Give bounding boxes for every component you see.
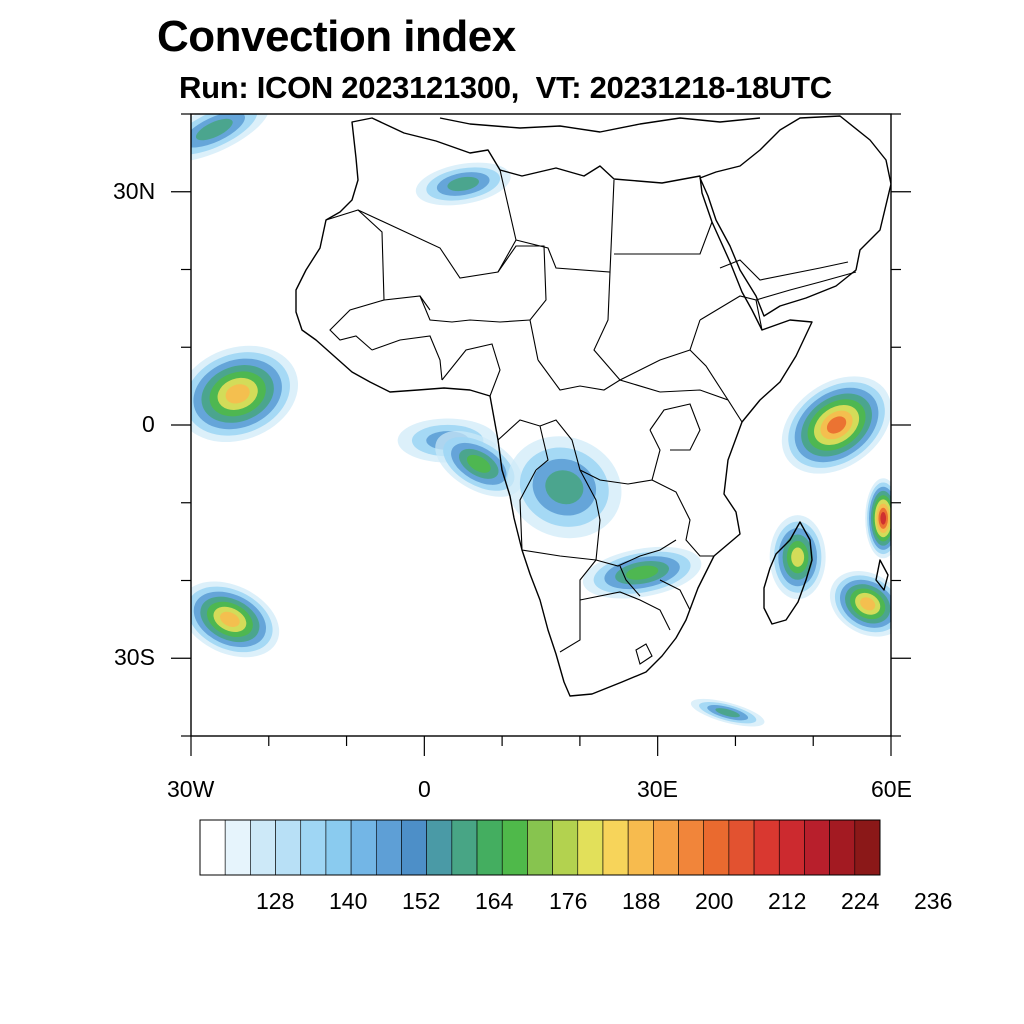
colorbar-swatch — [678, 819, 705, 876]
colorbar-swatch — [501, 819, 528, 876]
colorbar-swatch — [275, 819, 302, 876]
convection-area — [191, 345, 299, 443]
colorbar-swatch — [753, 819, 780, 876]
colorbar-label: 164 — [475, 888, 514, 914]
y-tick-label: 30S — [114, 644, 155, 670]
convection-area — [781, 376, 891, 474]
x-tick-label: 30E — [637, 776, 678, 802]
colorbar-border — [199, 819, 881, 876]
convection-area — [435, 430, 523, 497]
convection-contour — [545, 470, 584, 505]
convection-contour — [466, 454, 491, 473]
colorbar-swatch — [527, 819, 553, 876]
chart-subtitle: Run: ICON 2023121300, VT: 20231218-18UTC — [179, 70, 832, 105]
madagascar-coastline — [763, 521, 813, 625]
colorbar-swatch — [653, 819, 679, 876]
convection-area — [690, 698, 765, 727]
colorbar-swatch — [451, 819, 478, 876]
colorbar-swatch — [375, 819, 402, 876]
convection-contour — [225, 384, 250, 404]
colorbar-swatch — [829, 819, 856, 876]
africa-coastline — [295, 117, 813, 697]
convection-area — [769, 515, 826, 600]
y-tick-label: 30N — [113, 178, 156, 204]
convection-contour — [715, 708, 740, 718]
colorbar-swatch — [401, 819, 427, 876]
colorbar-swatch — [552, 819, 579, 876]
convection-contour — [860, 597, 876, 611]
colorbar-swatch — [250, 819, 276, 876]
colorbar-swatch — [199, 819, 226, 876]
chart-title: Convection index — [157, 12, 516, 61]
europe-coastline — [439, 117, 761, 133]
convection-area — [507, 436, 622, 539]
convection-area — [191, 581, 280, 658]
colorbar-label: 152 — [402, 888, 441, 914]
colorbar-swatch — [703, 819, 730, 876]
convection-area — [191, 114, 270, 162]
colorbar-swatch — [476, 819, 503, 876]
colorbar-swatch — [627, 819, 654, 876]
colorbar-swatch — [778, 819, 805, 876]
convection-contour — [625, 565, 659, 580]
colorbar-swatch — [426, 819, 453, 876]
colorbar-label: 176 — [549, 888, 588, 914]
colorbar-swatch — [300, 819, 327, 876]
convection-area — [829, 571, 891, 637]
colorbar-label: 212 — [768, 888, 807, 914]
x-tick-label: 60E — [871, 776, 912, 802]
country-borders — [325, 169, 857, 665]
convection-area — [415, 162, 511, 206]
colorbar — [199, 819, 881, 876]
colorbar-swatch — [224, 819, 251, 876]
colorbar-label: 188 — [622, 888, 661, 914]
colorbar-label: 140 — [329, 888, 368, 914]
convection-contour — [880, 511, 887, 525]
axis-ticks — [171, 113, 911, 756]
convection-contour — [220, 611, 240, 627]
colorbar-label: 200 — [695, 888, 734, 914]
colorbar-swatch — [854, 819, 881, 876]
convection-field — [191, 114, 891, 727]
x-tick-label: 0 — [418, 776, 431, 802]
colorbar-label: 128 — [256, 888, 295, 914]
colorbar-swatch — [350, 819, 377, 876]
convection-contour — [791, 547, 805, 567]
convection-contour — [826, 416, 847, 434]
colorbar-label: 236 — [914, 888, 953, 914]
colorbar-swatch — [728, 819, 755, 876]
convection-contour — [195, 118, 233, 141]
arabia-coastline — [699, 115, 891, 317]
convection-contour — [447, 176, 480, 192]
colorbar-swatch — [804, 819, 830, 876]
coastlines — [295, 115, 891, 697]
y-tick-label: 0 — [142, 411, 155, 437]
colorbar-swatch — [577, 819, 604, 876]
colorbar-swatch — [325, 819, 352, 876]
colorbar-label: 224 — [841, 888, 880, 914]
convection-area — [865, 478, 891, 559]
colorbar-swatch — [602, 819, 629, 876]
x-tick-label: 30W — [167, 776, 215, 802]
